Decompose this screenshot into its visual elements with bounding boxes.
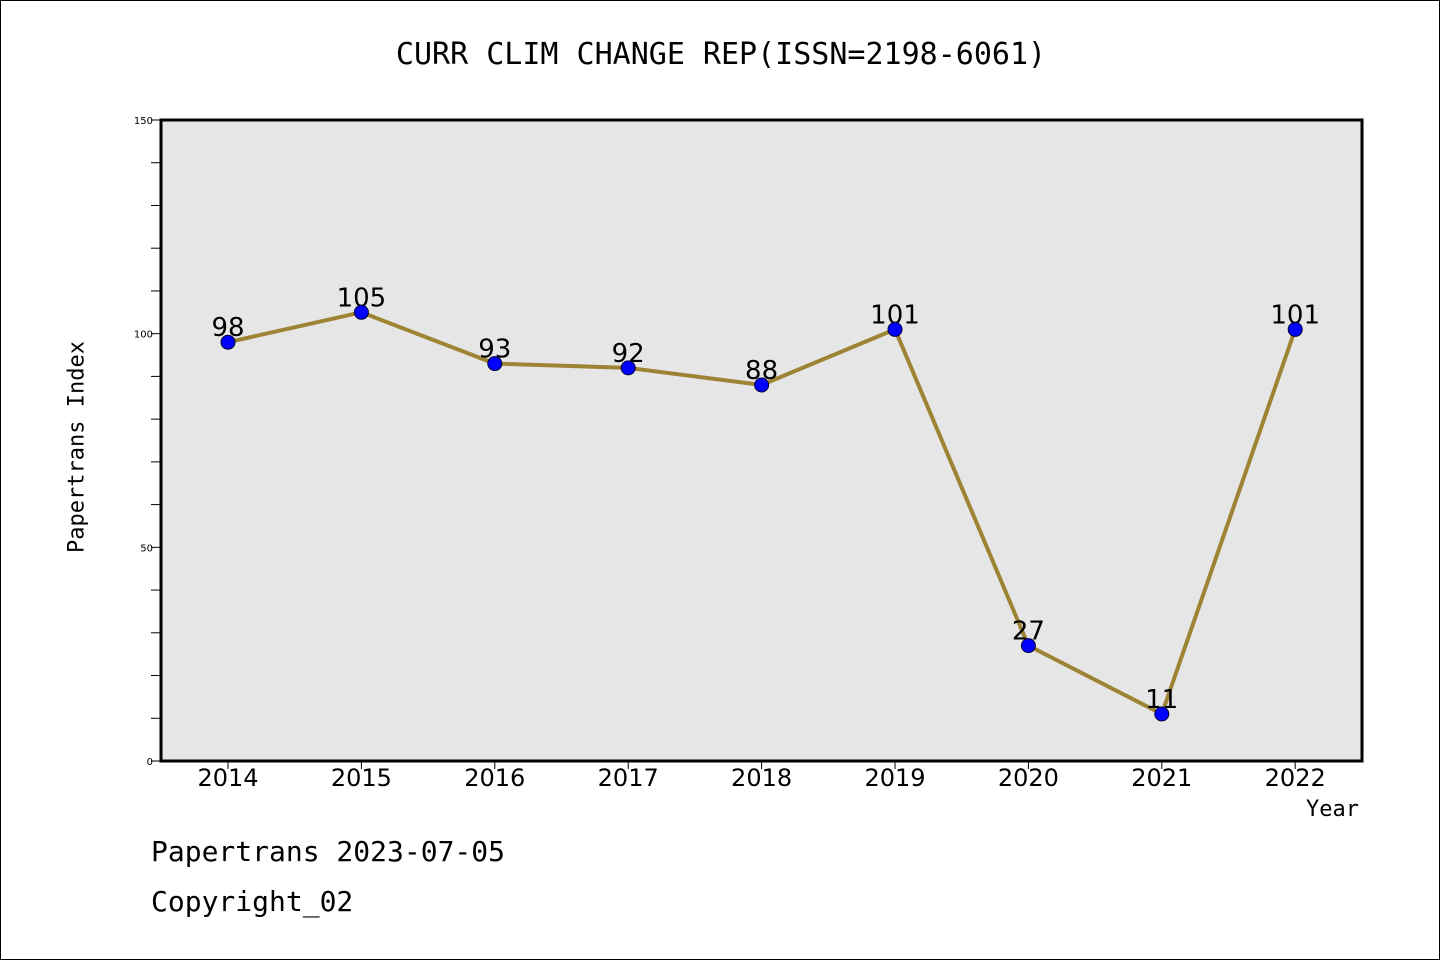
footer-copyright: Copyright_02	[151, 885, 354, 918]
data-point	[620, 360, 636, 376]
x-tick-label: 2017	[598, 764, 659, 792]
x-tick-label: 2018	[731, 764, 792, 792]
data-point	[487, 356, 503, 372]
data-point	[1287, 321, 1303, 337]
plot-background	[159, 118, 1364, 763]
y-tick-label: 50	[140, 543, 153, 554]
x-tick-label: 2015	[331, 764, 392, 792]
x-tick-label: 2022	[1265, 764, 1326, 792]
x-axis-label: Year	[1306, 797, 1359, 822]
footer-date: Papertrans 2023-07-05	[151, 835, 506, 868]
x-tick-label: 2014	[197, 764, 258, 792]
x-tick-label: 2020	[998, 764, 1059, 792]
data-point	[1020, 638, 1036, 654]
x-tick-label: 2019	[864, 764, 925, 792]
data-point	[754, 377, 770, 393]
x-tick-label: 2016	[464, 764, 525, 792]
x-tick-label: 2021	[1131, 764, 1192, 792]
chart-title: CURR CLIM CHANGE REP(ISSN=2198-6061)	[395, 37, 1047, 72]
data-point	[1154, 706, 1170, 722]
y-tick-label: 0	[147, 757, 153, 768]
y-tick-label: 150	[134, 116, 153, 127]
y-tick-label: 100	[134, 330, 153, 341]
data-point	[220, 334, 236, 350]
data-point	[887, 321, 903, 337]
data-point	[353, 304, 369, 320]
